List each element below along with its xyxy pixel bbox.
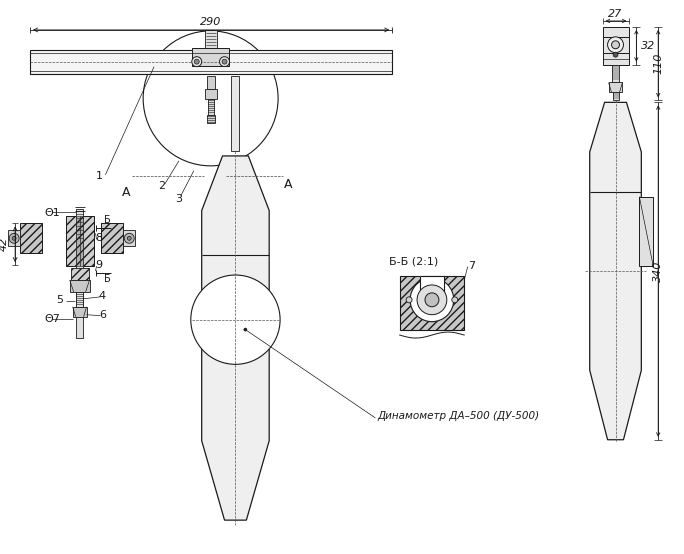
Bar	[30, 50, 392, 74]
Bar	[603, 37, 629, 53]
Bar	[231, 75, 239, 151]
Text: 9: 9	[95, 260, 102, 270]
Circle shape	[607, 37, 623, 53]
Circle shape	[143, 31, 278, 166]
Bar	[70, 280, 90, 292]
Text: 2: 2	[159, 181, 166, 191]
Circle shape	[220, 57, 230, 66]
Circle shape	[425, 293, 439, 307]
Text: 110: 110	[653, 53, 663, 74]
Circle shape	[191, 275, 280, 365]
Text: A: A	[284, 178, 292, 191]
Text: A: A	[122, 186, 131, 199]
Text: 5: 5	[56, 295, 64, 305]
Bar	[207, 75, 215, 89]
Bar	[101, 223, 123, 253]
Polygon shape	[202, 156, 269, 520]
Bar	[399, 275, 464, 330]
Circle shape	[9, 233, 19, 243]
Text: Б: Б	[104, 216, 111, 225]
Bar	[20, 223, 42, 253]
Polygon shape	[590, 102, 642, 440]
Text: 3: 3	[175, 193, 183, 204]
Circle shape	[410, 278, 453, 322]
Circle shape	[611, 41, 620, 49]
Bar	[609, 83, 622, 93]
Circle shape	[124, 233, 134, 243]
Circle shape	[192, 57, 202, 66]
Text: 7: 7	[468, 260, 475, 270]
Bar	[73, 307, 87, 317]
Bar	[123, 230, 135, 246]
Bar	[603, 53, 629, 65]
Text: 340: 340	[653, 260, 663, 282]
Text: Θ7: Θ7	[44, 314, 60, 324]
Text: 6: 6	[99, 310, 106, 320]
Bar	[640, 197, 653, 266]
Text: Динамометр ДА–500 (ДУ-500): Динамометр ДА–500 (ДУ-500)	[378, 411, 540, 421]
Circle shape	[417, 285, 447, 315]
Text: 290: 290	[200, 17, 222, 27]
Text: 1: 1	[96, 171, 103, 181]
Bar	[208, 99, 213, 115]
Circle shape	[406, 297, 412, 303]
Text: 8: 8	[95, 233, 102, 243]
Bar	[207, 115, 215, 123]
Circle shape	[222, 59, 227, 64]
Bar	[205, 30, 217, 50]
Circle shape	[194, 59, 199, 64]
Bar	[420, 275, 444, 305]
Text: 4: 4	[99, 291, 106, 301]
Circle shape	[613, 52, 618, 57]
Bar	[76, 292, 83, 307]
Circle shape	[244, 328, 247, 331]
Bar	[66, 217, 94, 266]
Bar	[205, 89, 217, 99]
Circle shape	[12, 237, 16, 240]
Bar	[76, 217, 79, 266]
Circle shape	[452, 297, 458, 303]
Text: 42: 42	[0, 237, 9, 252]
Text: 32: 32	[641, 41, 655, 51]
Bar	[70, 268, 88, 280]
Bar	[76, 208, 83, 337]
Text: Θ1: Θ1	[44, 208, 60, 218]
Bar	[8, 230, 20, 246]
Bar	[79, 217, 83, 266]
Text: Б: Б	[104, 274, 111, 284]
Bar	[612, 65, 619, 83]
Bar	[613, 93, 618, 100]
Text: 27: 27	[608, 9, 622, 19]
Bar	[603, 27, 629, 37]
Bar	[192, 48, 230, 65]
Circle shape	[127, 237, 131, 240]
Text: Б-Б (2:1): Б-Б (2:1)	[389, 257, 438, 266]
